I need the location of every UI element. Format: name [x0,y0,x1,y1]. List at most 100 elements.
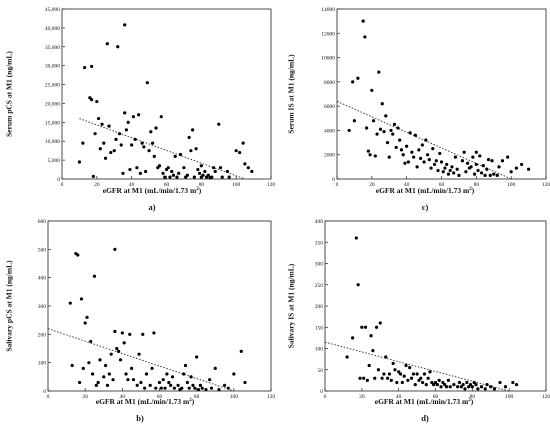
data-point [406,378,410,382]
data-point [234,149,238,153]
data-point [211,166,216,170]
data-point [485,167,489,171]
x-axis-label-end: ) [471,397,474,406]
y-tick-label: 14000 [321,7,335,13]
data-point [466,161,470,165]
data-point [126,120,130,124]
x-axis-label-sup: 2 [468,398,471,403]
data-point [102,375,106,379]
data-point [152,154,156,158]
data-point [455,167,459,171]
data-point [415,165,419,169]
data-point [467,385,471,389]
data-point [378,321,382,325]
data-point [453,155,458,159]
data-point [428,370,432,374]
data-point [377,70,381,74]
data-point [149,130,153,134]
data-point [352,119,357,123]
data-point [463,387,467,391]
y-tick-label: 20,000 [45,101,60,107]
x-axis-label: eGFR at M1 (mL/min/1.73 m2) [96,397,195,406]
data-point [389,128,393,133]
data-point [448,168,452,173]
data-point [114,137,118,141]
data-point [239,349,243,353]
data-point [419,376,423,380]
data-point [81,141,85,145]
data-point [168,175,172,179]
data-point [131,378,136,382]
data-point [465,380,469,385]
data-point [399,148,404,152]
data-point [113,247,117,251]
data-point [172,386,176,390]
data-point [126,378,130,382]
data-point [123,23,127,27]
data-point [446,172,451,176]
data-point [98,147,102,151]
data-point [443,166,447,170]
data-point [138,171,142,175]
x-tick-label: 100 [230,394,239,400]
data-point [201,173,205,177]
data-point [137,113,141,117]
panel-label: b) [136,413,144,423]
data-point [128,332,132,336]
data-point [161,171,165,175]
x-tick-label: 120 [267,182,276,188]
data-point [509,170,513,174]
data-point [124,372,128,376]
data-point [448,385,452,389]
data-point [111,378,115,382]
data-point [459,385,463,389]
y-tick-label: 100 [38,361,47,367]
data-point [417,378,421,382]
data-point [85,315,89,319]
data-point [384,355,388,359]
data-point [87,361,91,365]
x-tick-label: 20 [359,394,365,400]
data-point [400,380,404,385]
data-point [370,88,374,92]
data-point [194,147,198,151]
data-point [446,378,450,382]
y-tick-label: 0 [57,177,60,183]
data-point [526,167,531,171]
data-point [514,166,518,170]
data-point [241,141,245,145]
data-point [163,386,167,390]
data-point [154,126,158,130]
data-point [456,385,460,389]
data-point [439,385,443,389]
x-tick-label: 60 [439,182,445,188]
data-point [100,122,104,126]
y-tick-label: 10,000 [45,139,60,145]
data-point [382,130,386,134]
data-point [380,102,384,106]
panel-b: 0 20 40 60 80 100 120 0 100 200 300 400 500 600 Saliva… [5,219,276,423]
x-tick-label: 0 [324,394,327,400]
data-point [121,171,125,175]
data-point [462,150,466,154]
x-tick-label: 100 [232,182,241,188]
data-point [373,376,377,380]
data-point [196,167,200,172]
data-point [431,147,435,151]
y-tick-label: 150 [315,325,324,331]
data-point [401,153,405,157]
data-point [483,173,487,177]
data-point [122,341,126,345]
plot-frame [336,8,547,180]
data-point [393,368,397,372]
data-point [415,372,419,376]
data-point [406,160,411,164]
data-point [438,151,442,156]
x-axis-label: eGFR at M1 (mL/min/1.73 m2) [376,186,475,195]
data-point [437,378,441,382]
data-point [460,159,464,163]
data-point [361,19,365,23]
trend-line [47,328,234,392]
data-point [187,386,191,390]
